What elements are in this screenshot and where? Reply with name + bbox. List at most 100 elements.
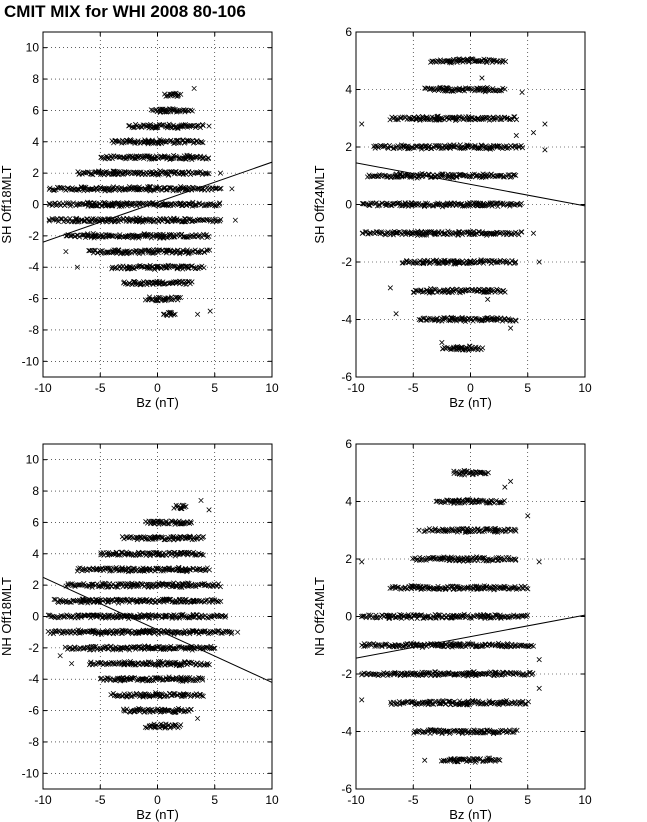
data-point [115, 584, 121, 590]
data-point [426, 586, 432, 592]
data-point [182, 219, 189, 225]
x-tick-label: -10 [347, 793, 365, 807]
data-point [417, 117, 423, 123]
y-tick-label: -6 [341, 782, 352, 796]
data-point [122, 187, 128, 193]
data-point [395, 117, 401, 123]
data-point [142, 534, 148, 540]
data-point [423, 232, 430, 238]
data-point [183, 567, 189, 573]
data-point [161, 154, 167, 160]
data-point [140, 219, 146, 225]
data-point [460, 87, 466, 93]
data-point [157, 294, 163, 301]
data-point [167, 109, 174, 115]
data-point [162, 537, 168, 543]
y-tick-label: -2 [28, 641, 39, 655]
data-point [394, 584, 400, 590]
data-point [130, 662, 136, 668]
data-point [125, 569, 131, 575]
data-point [158, 691, 165, 697]
data-point [51, 596, 57, 602]
data-point [164, 584, 170, 590]
data-point [185, 234, 191, 241]
y-tick-label: 0 [32, 610, 39, 624]
data-point [200, 693, 206, 699]
data-point [474, 230, 480, 237]
data-point [115, 171, 121, 177]
data-point [444, 200, 451, 206]
x-tick-label: 5 [524, 793, 531, 807]
data-point [472, 260, 478, 266]
data-point [502, 584, 508, 590]
y-tick-label: 0 [345, 198, 352, 212]
data-point [373, 143, 379, 149]
y-tick-label: 6 [32, 515, 39, 529]
data-point [146, 518, 152, 524]
data-point [215, 218, 221, 224]
data-point [180, 137, 186, 143]
data-point [201, 265, 207, 271]
data-point [137, 215, 143, 221]
data-point [228, 631, 234, 637]
data-point [174, 630, 180, 636]
data-point [178, 201, 184, 207]
data-point [142, 233, 148, 239]
y-axis-label: SH Off18MLT [0, 165, 14, 243]
data-point [542, 147, 548, 153]
data-point [482, 231, 488, 237]
data-point [384, 200, 390, 206]
y-tick-label: 6 [345, 437, 352, 451]
data-point [136, 235, 142, 241]
data-point [153, 153, 159, 159]
data-point [542, 121, 548, 127]
data-point [470, 469, 476, 475]
data-point [63, 248, 69, 255]
data-point [183, 677, 189, 683]
data-point [135, 580, 141, 587]
data-point [110, 184, 116, 190]
data-point [483, 558, 489, 564]
data-point [172, 521, 178, 527]
data-point [158, 568, 164, 574]
data-point [400, 143, 406, 149]
data-point [459, 344, 465, 350]
data-point [487, 145, 493, 151]
data-point [126, 184, 132, 190]
data-point [183, 156, 189, 162]
data-point [129, 629, 135, 635]
data-point [454, 59, 460, 65]
data-point [389, 230, 395, 236]
data-point [390, 201, 396, 207]
data-point [465, 585, 471, 591]
data-point [74, 219, 80, 225]
x-tick-label: 0 [154, 381, 161, 395]
data-point [451, 142, 457, 148]
data-point [205, 155, 212, 161]
data-point [444, 584, 451, 590]
data-point [475, 586, 481, 592]
data-point [466, 260, 473, 266]
data-point [453, 173, 459, 179]
x-axis-label: Bz (nT) [136, 807, 179, 822]
data-point [182, 565, 189, 572]
data-point [426, 260, 432, 266]
data-point [449, 88, 455, 94]
data-point [128, 200, 134, 206]
data-point [150, 536, 156, 542]
data-point [143, 139, 149, 145]
data-point [171, 279, 177, 285]
data-point [53, 202, 59, 208]
data-point [125, 661, 131, 667]
data-point [476, 499, 482, 505]
data-point [200, 155, 207, 161]
data-point [140, 678, 146, 684]
data-point [413, 115, 419, 121]
data-point [155, 613, 161, 619]
data-point [486, 117, 492, 123]
data-point [421, 528, 427, 535]
data-point [472, 583, 478, 589]
data-point [454, 585, 460, 591]
data-point [368, 200, 374, 206]
y-tick-label: 4 [345, 83, 352, 97]
